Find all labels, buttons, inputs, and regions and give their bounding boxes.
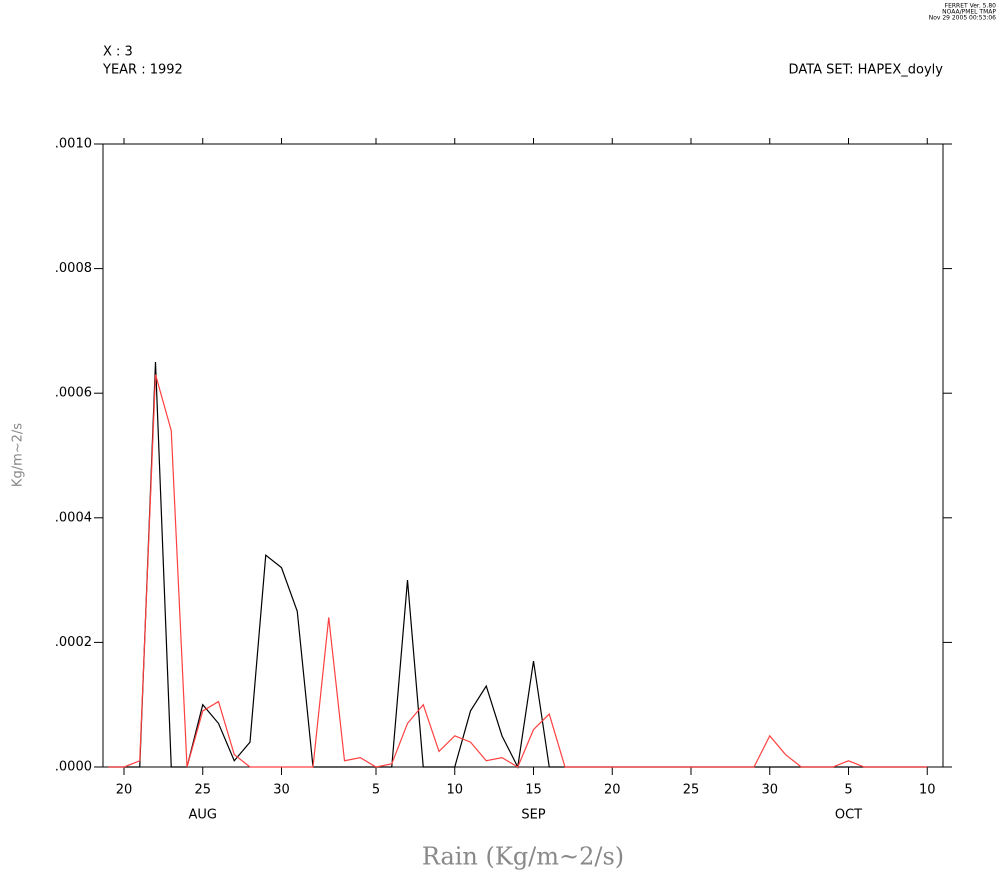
x-tick-label: 20 bbox=[116, 783, 133, 798]
header-dataset: DATA SET: HAPEX_doyly bbox=[789, 63, 944, 78]
x-tick-label: 25 bbox=[194, 783, 211, 798]
y-tick-label: .0004 bbox=[55, 510, 92, 525]
x-tick-label: 5 bbox=[372, 783, 380, 798]
header-year: YEAR : 1992 bbox=[102, 63, 183, 78]
stamp: NOAA/PMEL TMAP bbox=[942, 9, 996, 16]
x-tick-label: 20 bbox=[604, 783, 621, 798]
x-tick-label: 15 bbox=[525, 783, 542, 798]
month-label: SEP bbox=[521, 808, 545, 823]
plot-frame bbox=[102, 143, 944, 768]
x-title: Rain (Kg/m~2/s) bbox=[422, 843, 624, 871]
x-tick-label: 30 bbox=[761, 783, 778, 798]
y-tick-label: .0006 bbox=[55, 386, 92, 401]
stamp: FERRET Ver. 5.80 bbox=[945, 3, 997, 10]
x-tick-label: 10 bbox=[446, 783, 463, 798]
header-x: X : 3 bbox=[103, 45, 133, 60]
series-line bbox=[108, 374, 928, 768]
y-tick-label: .0008 bbox=[55, 261, 92, 276]
y-tick-label: .0000 bbox=[55, 760, 92, 775]
y-title: Kg/m~2/s bbox=[11, 423, 26, 487]
stamp: Nov 29 2005 00:53:06 bbox=[929, 15, 996, 22]
y-tick-label: .0002 bbox=[55, 635, 92, 650]
x-tick-label: 10 bbox=[919, 783, 936, 798]
month-label: OCT bbox=[835, 808, 862, 823]
y-tick-label: .0010 bbox=[55, 137, 92, 152]
series-line bbox=[108, 362, 928, 769]
x-tick-label: 30 bbox=[273, 783, 290, 798]
x-tick-label: 5 bbox=[844, 783, 852, 798]
x-tick-label: 25 bbox=[683, 783, 700, 798]
month-label: AUG bbox=[189, 808, 217, 823]
